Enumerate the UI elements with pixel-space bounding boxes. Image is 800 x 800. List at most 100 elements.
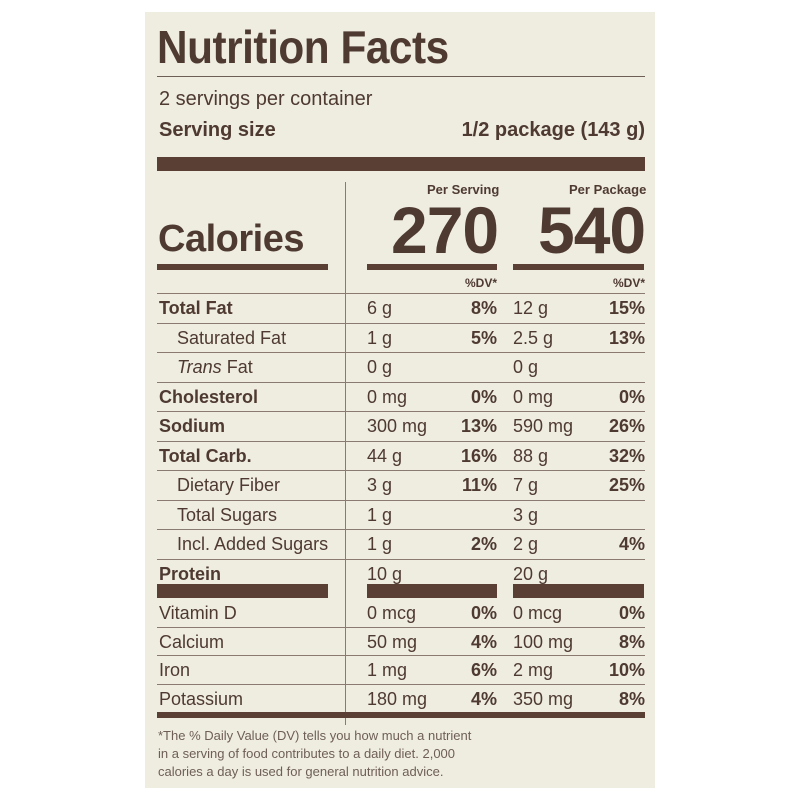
serving-size-value: 1/2 package (143 g) <box>461 119 645 141</box>
vitamin-label: Vitamin D <box>159 603 237 623</box>
nutrient-label: Total Carb. <box>159 445 252 466</box>
row-divider <box>157 381 645 383</box>
package-amount: 88 g <box>513 445 549 466</box>
nutrient-label-rest: Fat <box>226 357 253 377</box>
row-divider <box>157 626 645 628</box>
serving-dv: 5% <box>470 327 497 348</box>
serving-dv: 11% <box>461 475 497 495</box>
serving-amount: 0 g <box>367 357 393 377</box>
serving-dv: 6% <box>470 660 497 680</box>
package-amount: 590 mg <box>513 416 574 436</box>
serving-dv: 0% <box>470 386 497 407</box>
package-dv: 26% <box>608 416 645 436</box>
vitamin-bar-package <box>513 584 644 598</box>
package-amount: 2 mg <box>513 660 554 680</box>
package-amount: 2 g <box>513 534 539 554</box>
thick-bar-bottom <box>157 712 645 718</box>
package-dv: 13% <box>608 327 645 348</box>
nutrient-label: Protein <box>159 563 222 584</box>
serving-amount: 1 g <box>367 327 393 348</box>
row-divider <box>157 470 645 471</box>
calories-per-package: 540 <box>538 193 646 267</box>
vitamin-label: Calcium <box>159 631 225 652</box>
serving-size-label: Serving size <box>159 119 276 141</box>
serving-amount: 0 mg <box>367 386 408 407</box>
thick-bar-top <box>157 157 645 171</box>
dv-header-serving: %DV* <box>464 276 497 290</box>
package-amount: 12 g <box>513 298 549 318</box>
serving-amount: 10 g <box>367 563 403 584</box>
calories-per-serving: 270 <box>391 193 499 267</box>
serving-amount: 300 mg <box>367 416 428 436</box>
package-dv: 10% <box>608 660 645 680</box>
package-amount: 350 mg <box>513 688 574 709</box>
package-amount: 20 g <box>513 563 549 584</box>
serving-dv: 4% <box>470 688 497 709</box>
nutrient-label: Sodium <box>159 416 225 436</box>
nutrient-label: Incl. Added Sugars <box>177 534 329 554</box>
package-amount: 0 mg <box>513 386 554 407</box>
title-rule <box>157 76 645 77</box>
row-divider <box>157 683 645 685</box>
vitamin-label: Potassium <box>159 688 244 709</box>
serving-amount: 0 mcg <box>367 603 417 623</box>
serving-dv: 2% <box>470 534 497 554</box>
row-divider <box>157 558 645 560</box>
nutrient-label: Trans Fat <box>177 357 253 378</box>
nutrient-label: Total Sugars <box>177 504 278 525</box>
row-divider <box>157 529 645 530</box>
serving-amount: 50 mg <box>367 631 418 652</box>
dv-header-package: %DV* <box>612 276 645 290</box>
nutrient-label: Saturated Fat <box>177 327 287 348</box>
row-divider <box>157 322 645 324</box>
column-divider <box>345 182 346 725</box>
label-title: Nutrition Facts <box>157 21 449 73</box>
serving-dv: 13% <box>460 416 497 436</box>
serving-dv: 0% <box>470 603 497 623</box>
serving-amount: 6 g <box>367 298 393 318</box>
footnote-line-2: in a serving of food contributes to a da… <box>158 746 456 761</box>
serving-amount: 1 mg <box>367 660 408 680</box>
package-dv: 8% <box>618 631 645 652</box>
package-dv: 15% <box>608 298 645 318</box>
row-divider <box>157 655 645 656</box>
nutrient-label: Total Fat <box>159 298 233 318</box>
serving-amount: 1 g <box>367 504 393 525</box>
vitamin-bar-left <box>157 584 328 598</box>
serving-amount: 1 g <box>367 534 393 554</box>
calories-bar-serving <box>367 264 497 270</box>
calories-label: Calories <box>158 218 304 260</box>
footnote-line-3: calories a day is used for general nutri… <box>158 764 444 779</box>
package-amount: 0 mcg <box>513 603 563 623</box>
serving-dv: 8% <box>470 298 497 318</box>
package-amount: 7 g <box>513 475 539 495</box>
package-amount: 2.5 g <box>513 327 554 348</box>
row-divider <box>157 352 645 353</box>
nutrient-label: Cholesterol <box>159 386 259 407</box>
serving-amount: 180 mg <box>367 688 428 709</box>
per-package-header: Per Package <box>569 182 647 197</box>
row-divider <box>157 499 645 501</box>
package-amount: 100 mg <box>513 631 574 652</box>
package-dv: 8% <box>618 688 645 709</box>
package-dv: 4% <box>618 534 645 554</box>
footnote-line-1: *The % Daily Value (DV) tells you how mu… <box>158 728 472 743</box>
serving-amount: 44 g <box>367 445 403 466</box>
servings-per-container: 2 servings per container <box>159 88 373 110</box>
nutrient-label-italic: Trans <box>177 357 222 377</box>
serving-amount: 3 g <box>367 475 393 495</box>
row-divider <box>157 293 645 294</box>
package-amount: 3 g <box>513 504 539 525</box>
package-dv: 0% <box>618 603 645 623</box>
calories-bar-left <box>157 264 328 270</box>
nutrient-label: Dietary Fiber <box>177 475 281 495</box>
package-amount: 0 g <box>513 357 539 377</box>
package-dv: 32% <box>608 445 645 466</box>
nutrition-facts-panel: Nutrition Facts 2 servings per container… <box>145 12 655 788</box>
vitamin-label: Iron <box>159 660 191 680</box>
serving-dv: 16% <box>460 445 497 466</box>
per-serving-header: Per Serving <box>427 182 500 197</box>
package-dv: 0% <box>618 386 645 407</box>
serving-dv: 4% <box>470 631 497 652</box>
vitamin-bar-serving <box>367 584 497 598</box>
